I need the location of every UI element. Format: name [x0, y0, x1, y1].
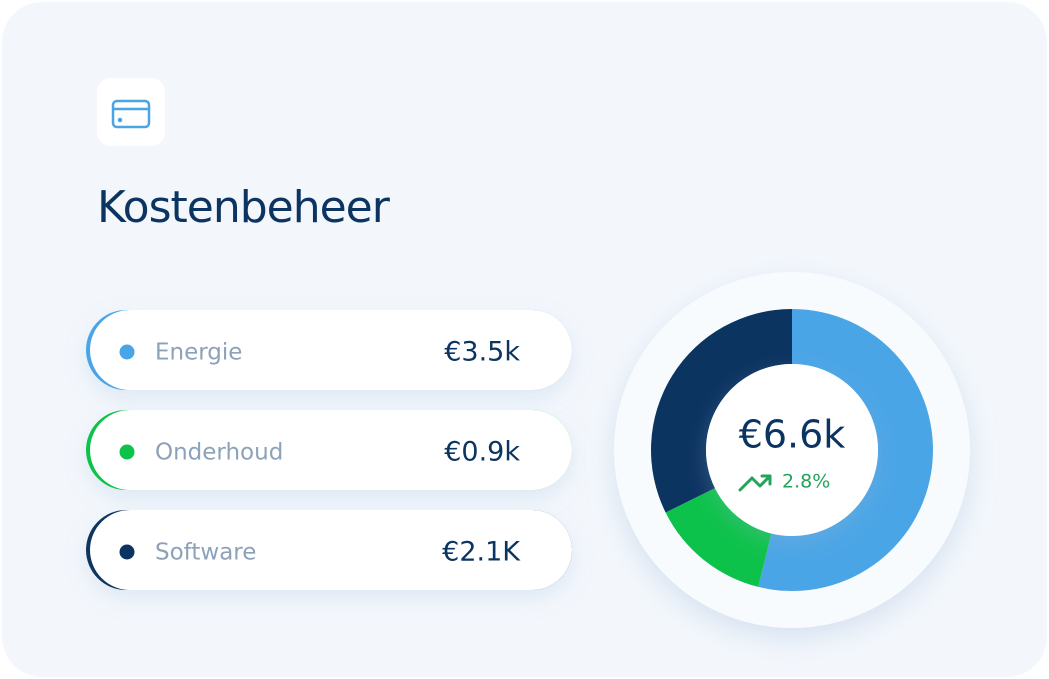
legend-row	[86, 310, 572, 390]
icon-box	[97, 78, 165, 146]
row-pill	[90, 310, 572, 390]
value-label: €3.5k	[444, 337, 520, 368]
donut-segment	[651, 308, 792, 513]
legend-label: Onderhoud	[155, 440, 283, 466]
change-label: 2.8%	[782, 471, 830, 493]
donut-center	[706, 364, 878, 536]
value-label: €0.9k	[444, 437, 520, 468]
title: Kostenbeheer	[97, 182, 391, 233]
donut-segment	[758, 308, 933, 591]
legend-label: Software	[155, 540, 256, 566]
legend-dot	[119, 444, 135, 460]
legend-row	[86, 410, 572, 490]
row-pill	[90, 410, 572, 490]
value-label: €2.1K	[442, 537, 521, 568]
legend-row	[86, 510, 572, 590]
legend-dot	[119, 544, 135, 560]
legend-dot	[119, 344, 135, 360]
trend-icon	[738, 474, 772, 492]
row-pill	[90, 510, 572, 590]
donut-segment	[665, 488, 772, 587]
legend-label: Energie	[155, 340, 242, 366]
total-label: €6.6k	[739, 413, 846, 457]
card-icon	[111, 99, 151, 129]
